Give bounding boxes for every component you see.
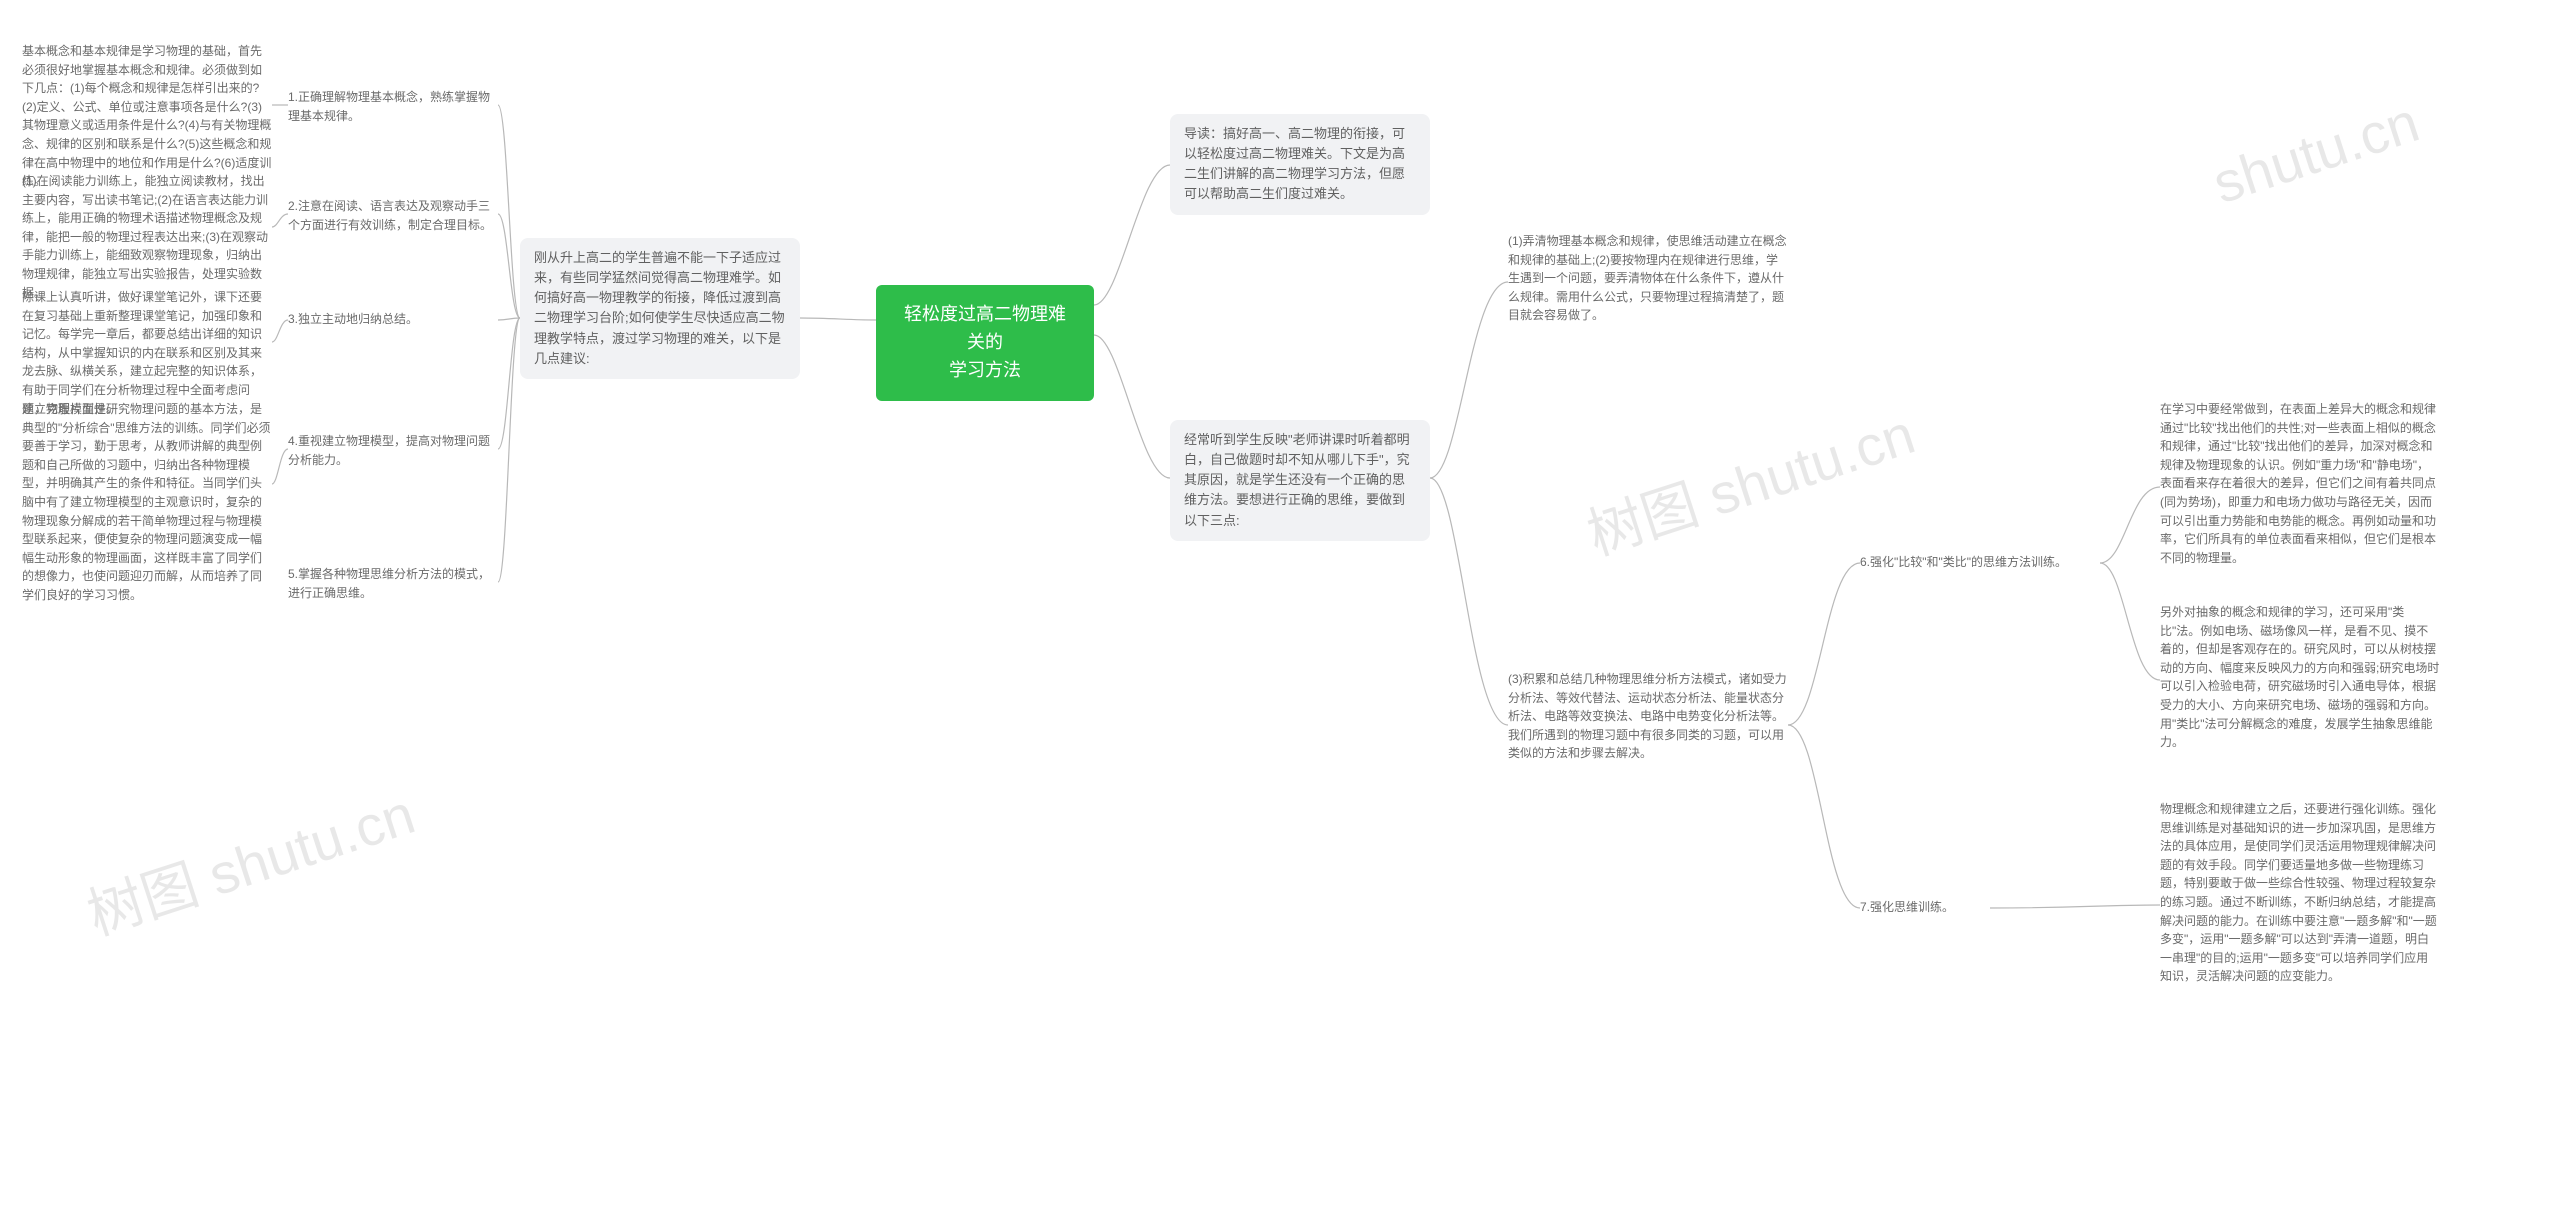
right-item-7-detail-text: 物理概念和规律建立之后，还要进行强化训练。强化思维训练是对基础知识的进一步加深巩…	[2160, 802, 2437, 983]
right-item-6-detail-b-text: 另外对抽象的概念和规律的学习，还可采用"类比"法。例如电场、磁场像风一样，是看不…	[2160, 605, 2439, 749]
watermark: shutu.cn	[2205, 89, 2426, 216]
right-item-7-detail: 物理概念和规律建立之后，还要进行强化训练。强化思维训练是对基础知识的进一步加深巩…	[2160, 800, 2440, 986]
left-item-5: 5.掌握各种物理思维分析方法的模式，进行正确思维。	[288, 565, 498, 602]
right-intro: 导读：搞好高一、高二物理的衔接，可以轻松度过高二物理难关。下文是为高二生们讲解的…	[1170, 114, 1430, 215]
left-detail-3: 除课上认真听讲，做好课堂笔记外，课下还要在复习基础上重新整理课堂笔记，加强印象和…	[22, 288, 272, 418]
left-detail-1: 基本概念和基本规律是学习物理的基础，首先必须很好地掌握基本概念和规律。必须做到如…	[22, 42, 272, 191]
watermark: 树图 shutu.cn	[76, 770, 424, 952]
left-detail-1-text: 基本概念和基本规律是学习物理的基础，首先必须很好地掌握基本概念和规律。必须做到如…	[22, 44, 271, 188]
right-item-6-label: 6.强化"比较"和"类比"的思维方法训练。	[1860, 555, 2067, 569]
right-item-7-label: 7.强化思维训练。	[1860, 900, 1954, 914]
left-item-4-label: 4.重视建立物理模型，提高对物理问题分析能力。	[288, 434, 490, 467]
right-point-3: (3)积累和总结几种物理思维分析方法模式，诸如受力分析法、等效代替法、运动状态分…	[1508, 670, 1788, 763]
right-item-6-detail-a: 在学习中要经常做到，在表面上差异大的概念和规律通过"比较"找出他们的共性;对一些…	[2160, 400, 2440, 567]
right-item-6-detail-a-text: 在学习中要经常做到，在表面上差异大的概念和规律通过"比较"找出他们的共性;对一些…	[2160, 402, 2436, 565]
right-point-3-text: (3)积累和总结几种物理思维分析方法模式，诸如受力分析法、等效代替法、运动状态分…	[1508, 672, 1787, 760]
left-item-2: 2.注意在阅读、语言表达及观察动手三个方面进行有效训练，制定合理目标。	[288, 197, 498, 234]
right-point-1: (1)弄清物理基本概念和规律，使思维活动建立在概念和规律的基础上;(2)要按物理…	[1508, 232, 1788, 325]
left-item-3: 3.独立主动地归纳总结。	[288, 310, 498, 329]
right-thinking-text: 经常听到学生反映"老师讲课时听着都明白，自己做题时却不知从哪儿下手"，究其原因，…	[1184, 432, 1410, 528]
left-item-1-label: 1.正确理解物理基本概念，熟练掌握物理基本规律。	[288, 90, 490, 123]
right-intro-text: 导读：搞好高一、高二物理的衔接，可以轻松度过高二物理难关。下文是为高二生们讲解的…	[1184, 126, 1405, 201]
left-item-2-label: 2.注意在阅读、语言表达及观察动手三个方面进行有效训练，制定合理目标。	[288, 199, 492, 232]
watermark: 树图 shutu.cn	[1576, 390, 1924, 572]
right-point-1-text: (1)弄清物理基本概念和规律，使思维活动建立在概念和规律的基础上;(2)要按物理…	[1508, 234, 1787, 322]
root-node: 轻松度过高二物理难关的学习方法	[876, 285, 1094, 401]
right-thinking: 经常听到学生反映"老师讲课时听着都明白，自己做题时却不知从哪儿下手"，究其原因，…	[1170, 420, 1430, 541]
left-item-3-label: 3.独立主动地归纳总结。	[288, 312, 418, 326]
left-item-1: 1.正确理解物理基本概念，熟练掌握物理基本规律。	[288, 88, 498, 125]
left-trunk-text: 刚从升上高二的学生普遍不能一下子适应过来，有些同学猛然间觉得高二物理难学。如何搞…	[534, 250, 785, 366]
left-detail-2-text: (1)在阅读能力训练上，能独立阅读教材，找出主要内容，写出读书笔记;(2)在语言…	[22, 174, 268, 300]
left-trunk: 刚从升上高二的学生普遍不能一下子适应过来，有些同学猛然间觉得高二物理难学。如何搞…	[520, 238, 800, 379]
left-detail-4-text: 建立物理模型是研究物理问题的基本方法，是典型的"分析综合"思维方法的训练。同学们…	[22, 402, 271, 602]
right-item-6-detail-b: 另外对抽象的概念和规律的学习，还可采用"类比"法。例如电场、磁场像风一样，是看不…	[2160, 603, 2440, 752]
left-item-5-label: 5.掌握各种物理思维分析方法的模式，进行正确思维。	[288, 567, 490, 600]
left-detail-3-text: 除课上认真听讲，做好课堂笔记外，课下还要在复习基础上重新整理课堂笔记，加强印象和…	[22, 290, 262, 416]
left-item-4: 4.重视建立物理模型，提高对物理问题分析能力。	[288, 432, 498, 469]
left-detail-4: 建立物理模型是研究物理问题的基本方法，是典型的"分析综合"思维方法的训练。同学们…	[22, 400, 272, 605]
right-item-6: 6.强化"比较"和"类比"的思维方法训练。	[1860, 553, 2100, 572]
right-item-7: 7.强化思维训练。	[1860, 898, 1990, 917]
left-detail-2: (1)在阅读能力训练上，能独立阅读教材，找出主要内容，写出读书笔记;(2)在语言…	[22, 172, 272, 302]
root-text: 轻松度过高二物理难关的学习方法	[904, 304, 1066, 380]
